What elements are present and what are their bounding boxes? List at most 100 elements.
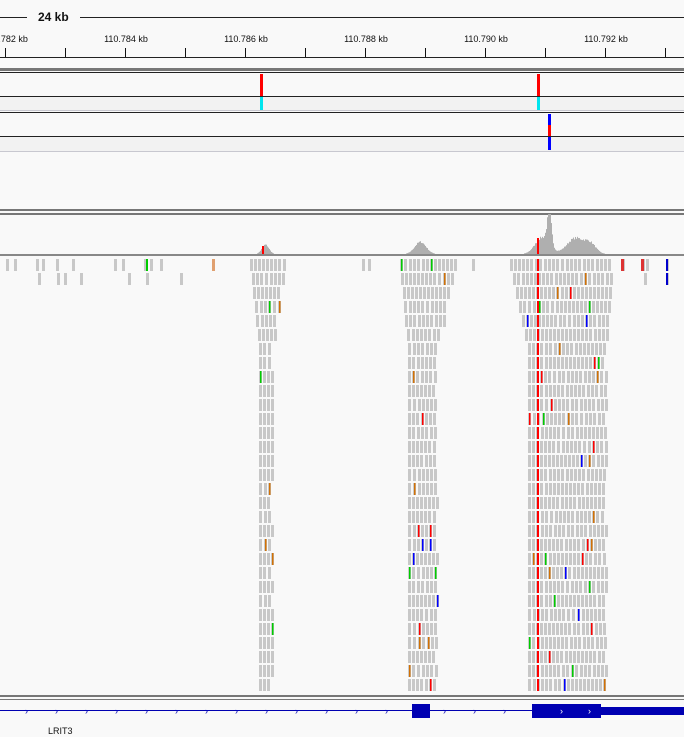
coverage-bar <box>415 245 416 254</box>
mismatch-mark <box>587 539 589 551</box>
aligned-read <box>6 259 9 271</box>
aligned-read <box>421 371 424 383</box>
panel-divider[interactable] <box>0 695 684 697</box>
aligned-read <box>259 455 262 467</box>
aligned-read <box>588 427 591 439</box>
aligned-read <box>428 441 431 453</box>
aligned-read <box>587 679 590 691</box>
aligned-read <box>588 441 591 453</box>
aligned-read <box>602 539 605 551</box>
aligned-read <box>601 399 604 411</box>
aligned-read <box>594 483 597 495</box>
aligned-read <box>408 483 411 495</box>
coverage-bar <box>273 253 274 254</box>
coverage-bar <box>434 253 435 254</box>
aligned-read <box>429 455 432 467</box>
aligned-read <box>553 329 556 341</box>
aligned-read <box>541 525 544 537</box>
aligned-read <box>601 525 604 537</box>
variant-track-2[interactable] <box>0 137 684 151</box>
aligned-read <box>422 567 425 579</box>
coverage-bar <box>426 247 427 254</box>
aligned-read <box>267 637 270 649</box>
aligned-read <box>560 567 563 579</box>
aligned-read <box>417 539 420 551</box>
aligned-read <box>549 427 552 439</box>
aligned-read <box>528 287 531 299</box>
strand-arrow-icon: › <box>235 706 238 716</box>
aligned-read <box>424 329 427 341</box>
aligned-read <box>408 511 411 523</box>
coverage-bar <box>567 243 568 254</box>
intron-line <box>0 710 684 711</box>
mismatch-mark <box>413 371 415 383</box>
aligned-read <box>412 427 415 439</box>
aligned-read <box>430 469 433 481</box>
aligned-read <box>271 469 274 481</box>
aligned-read <box>416 413 419 425</box>
coverage-mismatch <box>262 246 264 254</box>
aligned-read <box>591 469 594 481</box>
aligned-read <box>36 259 39 271</box>
variant-track-1[interactable] <box>0 72 684 111</box>
aligned-read <box>422 665 425 677</box>
aligned-read <box>595 469 598 481</box>
aligned-read <box>425 539 428 551</box>
utr <box>601 707 684 715</box>
aligned-read <box>570 637 573 649</box>
aligned-read <box>435 287 438 299</box>
mismatch-mark <box>604 679 606 691</box>
aligned-read <box>528 581 531 593</box>
aligned-read <box>587 385 590 397</box>
aligned-read <box>472 259 475 271</box>
aligned-read <box>574 441 577 453</box>
genotype-mark <box>548 137 551 150</box>
aligned-read <box>553 385 556 397</box>
aligned-read <box>566 581 569 593</box>
aligned-read <box>557 637 560 649</box>
aligned-read <box>259 385 262 397</box>
aligned-read <box>580 273 583 285</box>
panel-divider[interactable] <box>0 209 684 211</box>
aligned-read <box>561 553 564 565</box>
aligned-read <box>528 427 531 439</box>
aligned-read <box>581 483 584 495</box>
aligned-read <box>263 413 266 425</box>
aligned-read <box>604 301 607 313</box>
aligned-read <box>532 441 535 453</box>
panel-divider[interactable] <box>0 699 684 700</box>
mismatch-mark <box>529 637 531 649</box>
mismatch-mark <box>549 567 551 579</box>
coverage-bar <box>271 251 272 254</box>
aligned-read <box>598 483 601 495</box>
coverage-bar <box>533 246 534 254</box>
gene-name-label[interactable]: LRIT3 <box>48 726 73 736</box>
aligned-read <box>573 357 576 369</box>
aligned-read <box>556 651 559 663</box>
span-label: 24 kb <box>38 10 69 24</box>
aligned-read <box>259 413 262 425</box>
aligned-read <box>428 385 431 397</box>
aligned-read <box>590 609 593 621</box>
aligned-read <box>565 329 568 341</box>
aligned-read <box>540 553 543 565</box>
aligned-read <box>259 651 262 663</box>
aligned-read <box>267 665 270 677</box>
aligned-read <box>566 259 569 271</box>
aligned-read <box>588 273 591 285</box>
aligned-read <box>545 609 548 621</box>
aligned-read <box>528 511 531 523</box>
tick-mark <box>305 48 306 57</box>
aligned-read <box>577 315 580 327</box>
aligned-read <box>589 315 592 327</box>
aligned-read <box>571 273 574 285</box>
aligned-read <box>408 343 411 355</box>
coverage-bar <box>553 243 554 254</box>
panel-divider[interactable] <box>0 68 684 71</box>
aligned-read <box>559 315 562 327</box>
panel-divider[interactable] <box>0 213 684 215</box>
aligned-read <box>425 371 428 383</box>
aligned-read <box>603 553 606 565</box>
aligned-read <box>407 329 410 341</box>
